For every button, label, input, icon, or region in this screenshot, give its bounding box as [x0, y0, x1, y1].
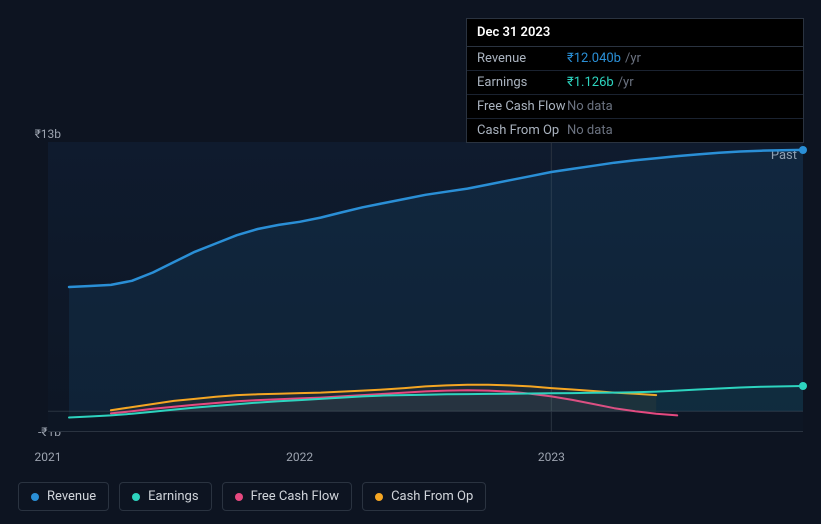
chart-svg [48, 142, 803, 432]
chart-container: Past [18, 142, 803, 432]
tooltip-suffix: /yr [625, 51, 641, 66]
legend-dot-icon [235, 493, 243, 501]
series-end-dot [799, 382, 807, 390]
legend-dot-icon [375, 493, 383, 501]
tooltip-date: Dec 31 2023 [467, 19, 803, 47]
legend-label: Free Cash Flow [251, 489, 339, 504]
tooltip-row-cfo: Cash From Op No data [467, 119, 803, 142]
legend-item-revenue[interactable]: Revenue [18, 482, 109, 511]
legend-item-fcf[interactable]: Free Cash Flow [222, 482, 352, 511]
tooltip-label: Cash From Op [477, 123, 567, 138]
legend-label: Cash From Op [391, 489, 473, 504]
tooltip-label: Earnings [477, 75, 567, 90]
x-tick-label: 2023 [538, 450, 565, 464]
tooltip-value: ₹1.126b [567, 75, 614, 90]
series-end-dot [799, 146, 807, 154]
tooltip-value: No data [567, 99, 613, 114]
x-tick-label: 2021 [35, 450, 62, 464]
chart-legend: Revenue Earnings Free Cash Flow Cash Fro… [18, 482, 486, 511]
tooltip-value: ₹12.040b [567, 51, 621, 66]
chart-tooltip: Dec 31 2023 Revenue ₹12.040b /yr Earning… [466, 18, 804, 143]
legend-item-earnings[interactable]: Earnings [119, 482, 211, 511]
tooltip-suffix: /yr [618, 75, 634, 90]
legend-dot-icon [132, 493, 140, 501]
legend-item-cfo[interactable]: Cash From Op [362, 482, 486, 511]
legend-label: Earnings [148, 489, 198, 504]
tooltip-value: No data [567, 123, 613, 138]
tooltip-label: Revenue [477, 51, 567, 66]
tooltip-label: Free Cash Flow [477, 99, 567, 114]
legend-dot-icon [31, 493, 39, 501]
tooltip-row-revenue: Revenue ₹12.040b /yr [467, 47, 803, 71]
plot-area[interactable]: Past [48, 142, 803, 432]
y-tick-label: ₹13b [21, 127, 61, 141]
legend-label: Revenue [47, 489, 96, 504]
tooltip-row-fcf: Free Cash Flow No data [467, 95, 803, 119]
x-tick-label: 2022 [286, 450, 313, 464]
tooltip-row-earnings: Earnings ₹1.126b /yr [467, 71, 803, 95]
